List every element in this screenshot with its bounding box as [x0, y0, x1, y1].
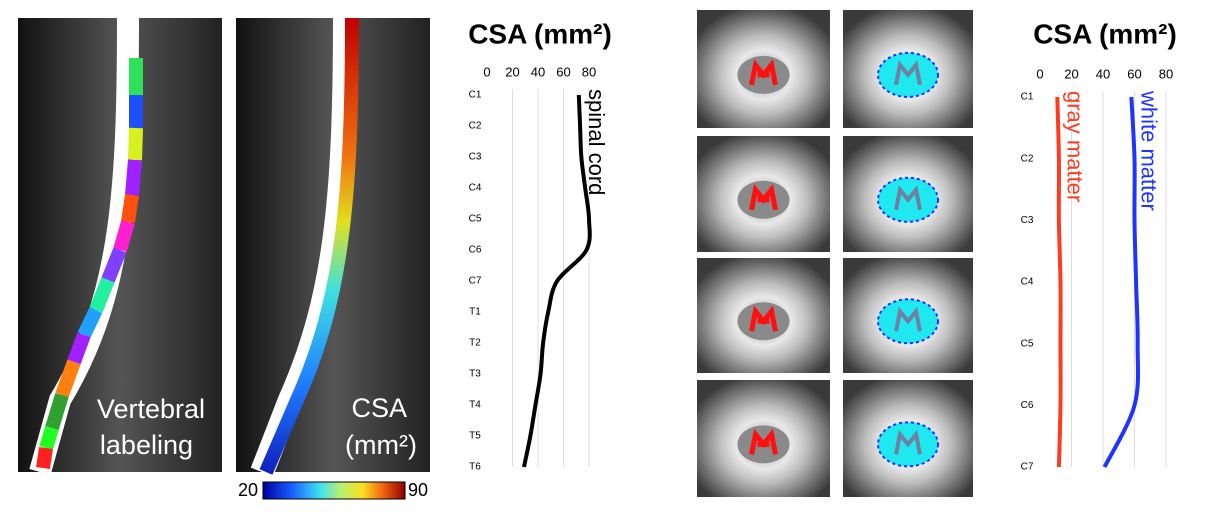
y-tick-label: T6 [469, 462, 481, 473]
csa-stripe [259, 17, 359, 475]
y-tick-label: C4 [1021, 277, 1034, 288]
series-line [1055, 96, 1063, 468]
y-tick-label: C2 [1021, 153, 1034, 164]
y-tick-label: C7 [469, 276, 482, 287]
series-label: gray matter [1063, 91, 1088, 202]
series-line [1102, 96, 1141, 468]
x-tick-label: 80 [582, 64, 596, 79]
colorbar-max: 90 [408, 480, 428, 500]
x-tick-label: 0 [483, 64, 490, 79]
y-tick-label: T4 [469, 400, 481, 411]
x-tick-label: 20 [505, 64, 519, 79]
gray-matter-mask [749, 428, 778, 455]
y-tick-label: C1 [1021, 92, 1034, 103]
gray-matter-outline [894, 60, 922, 86]
y-tick-label: C3 [1021, 215, 1034, 226]
image-label: Vertebral [97, 394, 205, 424]
y-tick-label: C3 [469, 152, 482, 163]
y-tick-label: T1 [469, 307, 481, 318]
y-tick-label: C7 [1021, 462, 1034, 473]
series-label: spinal cord [584, 89, 609, 195]
y-tick-label: C2 [469, 121, 482, 132]
gray-matter-mask [749, 305, 778, 332]
x-tick-label: 80 [1159, 66, 1173, 81]
gray-matter-outline [894, 306, 922, 332]
y-tick-label: C1 [469, 90, 482, 101]
chart-title: CSA (mm²) [468, 18, 612, 49]
chart-title: CSA (mm²) [1033, 18, 1177, 49]
axial-images [697, 10, 973, 497]
vertebral-labels [36, 58, 143, 470]
x-tick-label: 60 [1127, 66, 1141, 81]
gray-matter-outline [894, 185, 922, 211]
gray-matter-outline [894, 429, 922, 455]
y-tick-label: T5 [469, 431, 481, 442]
colorbar-min: 20 [238, 480, 258, 500]
x-tick-label: 0 [1036, 66, 1043, 81]
image-label: CSA [351, 393, 407, 423]
x-tick-label: 60 [556, 64, 570, 79]
y-tick-label: T2 [469, 338, 481, 349]
image-label: labeling [100, 430, 193, 460]
y-tick-label: C6 [1021, 400, 1034, 411]
image-label: (mm²) [345, 430, 417, 460]
gray-matter-mask [749, 59, 778, 86]
series-line [522, 94, 592, 468]
y-tick-label: C5 [1021, 338, 1034, 349]
colorbar [262, 481, 406, 500]
y-tick-label: T3 [469, 369, 481, 380]
y-tick-label: C6 [469, 245, 482, 256]
x-tick-label: 20 [1064, 66, 1078, 81]
x-tick-label: 40 [1096, 66, 1110, 81]
y-tick-label: C5 [469, 214, 482, 225]
x-tick-label: 40 [531, 64, 545, 79]
y-tick-label: C4 [469, 183, 482, 194]
series-label: white matter [1137, 90, 1162, 211]
gray-matter-mask [749, 184, 778, 211]
